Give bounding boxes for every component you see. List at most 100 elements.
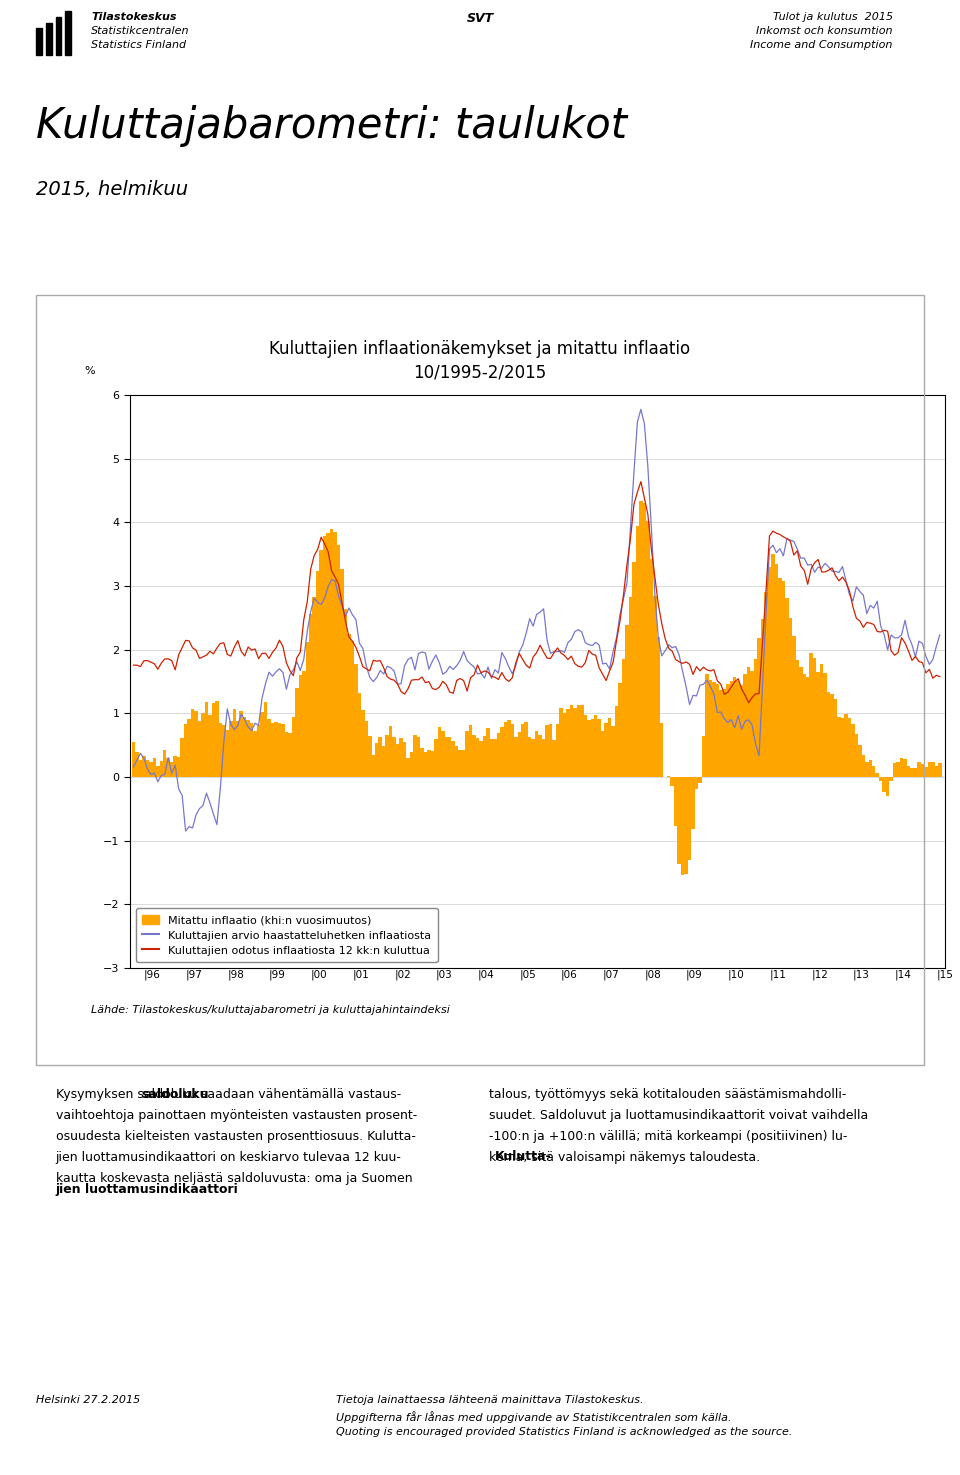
Bar xyxy=(264,702,267,777)
Bar xyxy=(514,738,517,777)
Bar xyxy=(577,705,580,777)
Bar xyxy=(438,727,441,777)
Bar xyxy=(573,708,577,777)
Text: Quoting is encouraged provided Statistics Finland is acknowledged as the source.: Quoting is encouraged provided Statistic… xyxy=(336,1426,792,1437)
Text: 2015, helmikuu: 2015, helmikuu xyxy=(36,180,188,199)
Bar xyxy=(163,751,166,777)
Bar xyxy=(156,767,159,777)
Bar xyxy=(281,724,285,777)
Bar xyxy=(316,571,320,777)
Bar xyxy=(827,692,830,777)
Bar xyxy=(872,766,876,777)
Bar xyxy=(893,763,897,777)
Bar xyxy=(393,738,396,777)
Bar xyxy=(208,715,211,777)
Text: Tulot ja kulutus  2015: Tulot ja kulutus 2015 xyxy=(773,12,893,22)
Bar xyxy=(792,636,796,777)
Bar xyxy=(459,749,462,777)
Bar xyxy=(257,726,260,777)
Bar xyxy=(584,715,587,777)
Bar xyxy=(229,721,232,777)
Bar xyxy=(854,735,858,777)
Bar xyxy=(684,777,687,873)
Bar xyxy=(743,674,747,777)
Bar xyxy=(594,715,597,777)
Bar xyxy=(472,736,476,777)
Bar xyxy=(841,718,844,777)
Text: Helsinki 27.2.2015: Helsinki 27.2.2015 xyxy=(36,1395,141,1406)
Bar xyxy=(601,732,605,777)
Bar xyxy=(507,720,511,777)
Bar xyxy=(608,717,612,777)
Bar xyxy=(239,711,243,777)
Bar xyxy=(751,671,754,777)
Bar xyxy=(354,664,358,777)
Bar xyxy=(886,777,889,795)
Bar xyxy=(730,681,733,777)
Bar xyxy=(295,687,299,777)
Bar xyxy=(420,748,423,777)
Bar xyxy=(706,674,708,777)
Text: Inkomst och konsumtion: Inkomst och konsumtion xyxy=(756,27,893,35)
Bar xyxy=(861,755,865,777)
Bar xyxy=(431,751,434,777)
Bar xyxy=(876,773,879,777)
Bar xyxy=(348,634,350,777)
Bar xyxy=(198,721,202,777)
Bar xyxy=(372,755,375,777)
Bar xyxy=(219,723,222,777)
Bar xyxy=(642,503,646,777)
Bar xyxy=(187,718,191,777)
Bar xyxy=(910,768,914,777)
Bar xyxy=(803,674,806,777)
Bar xyxy=(837,717,841,777)
Bar xyxy=(618,683,622,777)
Bar xyxy=(788,618,792,777)
Text: Tilastokeskus: Tilastokeskus xyxy=(91,12,177,22)
Bar xyxy=(681,777,684,875)
Bar xyxy=(687,777,691,860)
Bar xyxy=(337,546,340,777)
Bar xyxy=(935,767,938,777)
Bar xyxy=(275,723,277,777)
Bar xyxy=(448,738,451,777)
Text: Kuluttajien inflaationäkemykset ja mitattu inflaatio
10/1995-2/2015: Kuluttajien inflaationäkemykset ja mitat… xyxy=(270,341,690,382)
Bar xyxy=(202,712,204,777)
Text: Uppgifterna får lånas med uppgivande av Statistikcentralen som källa.: Uppgifterna får lånas med uppgivande av … xyxy=(336,1412,732,1423)
Bar xyxy=(848,718,852,777)
Bar xyxy=(563,712,566,777)
Bar xyxy=(796,661,799,777)
Bar xyxy=(569,705,573,777)
Bar xyxy=(532,739,535,777)
Bar xyxy=(528,736,532,777)
Text: saldoluku: saldoluku xyxy=(141,1087,209,1100)
Bar xyxy=(135,752,138,777)
Bar xyxy=(517,733,521,777)
Bar xyxy=(830,695,834,777)
Bar xyxy=(614,707,618,777)
Bar xyxy=(378,738,382,777)
Bar xyxy=(382,746,386,777)
Bar xyxy=(500,727,504,777)
Bar xyxy=(215,701,219,777)
Bar xyxy=(511,724,514,777)
Bar xyxy=(869,760,872,777)
Bar xyxy=(757,639,760,777)
Bar xyxy=(330,530,333,777)
Text: Lähde: Tilastokeskus/kuluttajabarometri ja kuluttajahintaindeksi: Lähde: Tilastokeskus/kuluttajabarometri … xyxy=(91,1004,450,1015)
Bar xyxy=(612,726,614,777)
Bar xyxy=(267,718,271,777)
Bar xyxy=(451,740,455,777)
Bar xyxy=(760,618,764,777)
Bar xyxy=(149,761,153,777)
Bar xyxy=(816,671,820,777)
Bar xyxy=(590,718,594,777)
Bar xyxy=(524,723,528,777)
Bar xyxy=(813,658,816,777)
Bar xyxy=(305,643,309,777)
Bar xyxy=(917,763,921,777)
Bar xyxy=(403,742,406,777)
Bar xyxy=(715,684,719,777)
Bar xyxy=(566,709,569,777)
Text: SVT: SVT xyxy=(467,12,493,25)
